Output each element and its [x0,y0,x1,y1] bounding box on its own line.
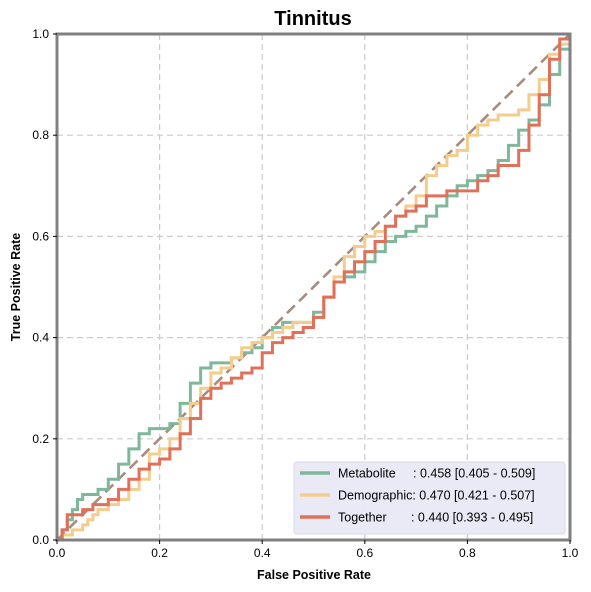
y-tick-label: 1.0 [32,27,49,41]
y-axis-label: True Positive Rate [9,233,23,341]
legend-label-metabolite: Metabolite : 0.458 [0.405 - 0.509] [338,467,535,481]
y-tick-label: 0.8 [32,128,49,142]
roc-curves [57,34,572,542]
chance-diagonal [56,33,571,541]
legend-box [293,461,566,535]
x-axis-label: False Positive Rate [257,568,371,582]
x-tick-label: 0.2 [151,546,168,560]
plot-frame [55,32,572,542]
chart-title: Tinnitus [274,8,351,30]
grid-lines [57,34,570,540]
y-tick-label: 0.0 [32,533,49,547]
axis-ticks: 0.0 0.2 0.4 0.6 0.8 1.0 0.0 0.2 0.4 0.6 0.8 1.0 [32,27,578,560]
x-tick-label: 1.0 [562,546,579,560]
roc-curve-demographic [57,34,572,542]
y-tick-label: 0.4 [32,331,49,345]
legend-label-demographic: Demographic: 0.470 [0.421 - 0.507] [338,489,535,503]
x-tick-label: 0.8 [459,546,476,560]
x-tick-label: 0.6 [356,546,373,560]
y-tick-label: 0.2 [32,432,49,446]
chance-diagonal-line [56,33,571,541]
x-tick-label: 0.0 [49,546,66,560]
y-tick-label: 0.6 [32,229,49,243]
legend: Metabolite : 0.458 [0.405 - 0.509] Demogr… [293,461,566,535]
legend-label-together: Together : 0.440 [0.393 - 0.495] [338,511,533,525]
roc-curve-together [57,34,572,542]
x-tick-label: 0.4 [254,546,271,560]
